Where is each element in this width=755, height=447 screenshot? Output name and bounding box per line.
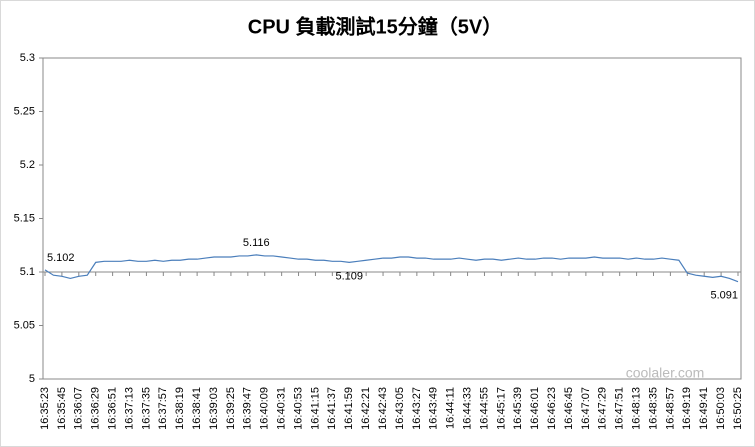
y-tick-label: 5.1: [20, 266, 35, 278]
x-tick-label: 16:35:23: [39, 387, 51, 430]
x-tick-label: 16:36:07: [73, 387, 85, 430]
x-tick-label: 16:48:35: [647, 387, 659, 430]
x-tick-label: 16:40:53: [292, 387, 304, 430]
x-tick-label: 16:46:45: [563, 387, 575, 430]
x-tick-label: 16:41:15: [309, 387, 321, 430]
x-tick-label: 16:47:07: [580, 387, 592, 430]
x-tick-label: 16:46:23: [546, 387, 558, 430]
y-tick-label: 5.25: [14, 105, 35, 117]
x-tick-label: 16:49:19: [681, 387, 693, 430]
x-tick-label: 16:41:37: [326, 387, 338, 430]
x-tick-label: 16:39:47: [242, 387, 254, 430]
x-tick-label: 16:42:21: [360, 387, 372, 430]
x-tick-label: 16:43:27: [411, 387, 423, 430]
x-tick-label: 16:39:03: [208, 387, 220, 430]
x-tick-label: 16:48:57: [664, 387, 676, 430]
x-tick-label: 16:38:41: [191, 387, 203, 430]
x-tick-label: 16:43:05: [394, 387, 406, 430]
x-tick-label: 16:49:41: [698, 387, 710, 430]
data-label: 5.109: [335, 270, 363, 282]
data-line: [44, 254, 739, 283]
y-tick-label: 5.3: [20, 52, 35, 64]
x-tick-label: 16:50:03: [715, 387, 727, 430]
x-tick-label: 16:42:43: [377, 387, 389, 430]
x-tick-label: 16:47:29: [597, 387, 609, 430]
y-tick-label: 5.2: [20, 159, 35, 171]
data-label: 5.116: [243, 237, 270, 249]
x-tick-label: 16:36:51: [107, 387, 119, 430]
x-tick-label: 16:39:25: [225, 387, 237, 430]
watermark: coolaler.com: [626, 365, 705, 381]
x-tick-label: 16:44:33: [461, 387, 473, 430]
x-tick-label: 16:43:49: [428, 387, 440, 430]
x-tick-label: 16:37:35: [140, 387, 152, 430]
x-tick-label: 16:45:39: [512, 387, 524, 430]
x-tick-label: 16:37:13: [123, 387, 135, 430]
x-tick-label: 16:40:09: [259, 387, 271, 430]
chart-title: CPU 負載測試15分鐘（5V）: [248, 14, 503, 38]
x-tick-label: 16:40:31: [276, 387, 288, 430]
x-tick-label: 16:41:59: [343, 387, 355, 430]
x-tick-label: 16:45:17: [495, 387, 507, 430]
data-label: 5.102: [47, 252, 75, 264]
x-tick-label: 16:46:01: [529, 387, 541, 430]
x-tick-label: 16:44:11: [445, 387, 457, 429]
data-label: 5.091: [710, 290, 738, 302]
y-tick-label: 5.05: [14, 319, 35, 331]
x-tick-label: 16:50:25: [732, 387, 744, 430]
x-tick-label: 16:37:57: [157, 387, 169, 430]
x-tick-label: 16:38:19: [174, 387, 186, 430]
x-tick-label: 16:47:51: [614, 387, 626, 430]
y-tick-label: 5: [29, 373, 35, 385]
x-tick-label: 16:48:13: [630, 387, 642, 430]
y-tick-label: 5.15: [14, 212, 35, 224]
x-tick-label: 16:36:29: [90, 387, 102, 430]
x-tick-label: 16:44:55: [478, 387, 490, 430]
x-tick-label: 16:35:45: [56, 387, 68, 430]
